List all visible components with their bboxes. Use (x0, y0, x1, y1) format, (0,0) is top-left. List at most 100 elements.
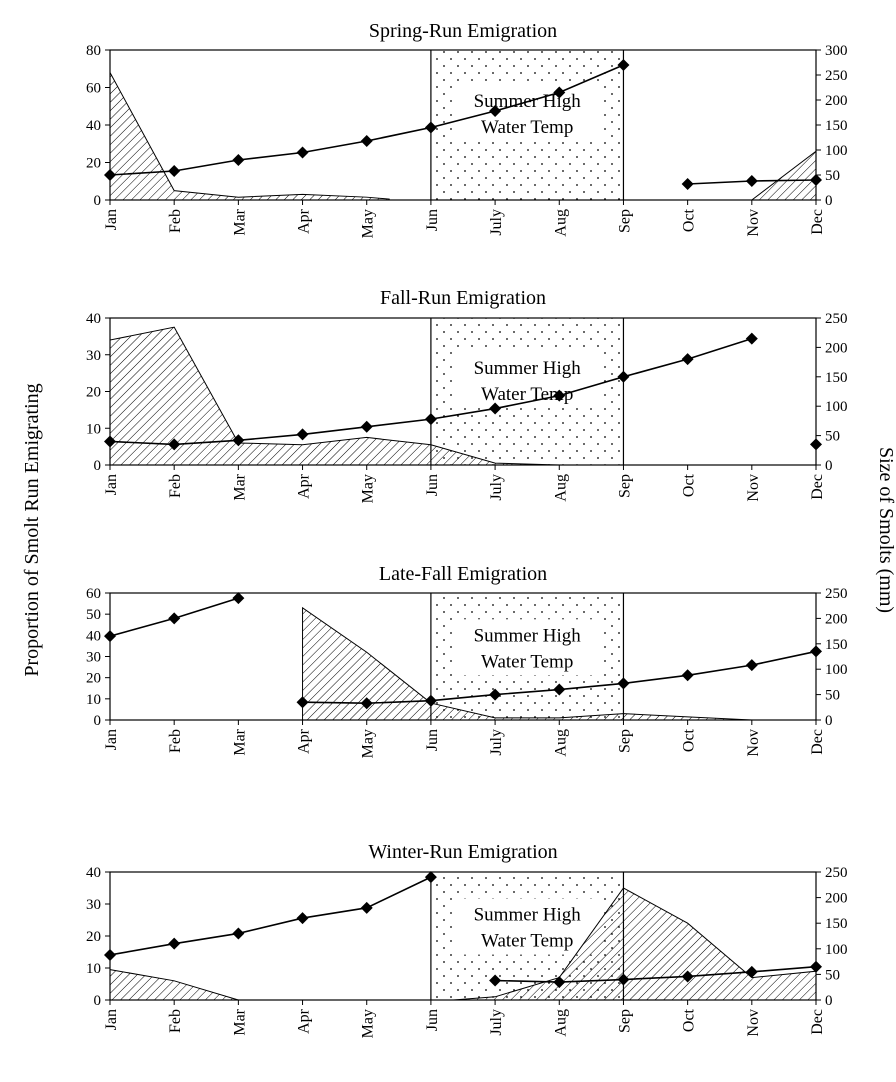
month-label: Jan (103, 1009, 120, 1030)
size-marker (681, 178, 694, 190)
size-marker (104, 169, 116, 181)
size-marker (424, 121, 437, 134)
y2-axis-title: Size of Smolts (mm) (875, 447, 896, 613)
size-marker (810, 645, 822, 658)
month-label: May (360, 209, 377, 238)
size-marker (232, 592, 245, 605)
size-marker (553, 683, 566, 696)
y-axis-title: Proportion of Smolt Run Emigrating (21, 383, 43, 676)
size-line (109, 876, 432, 956)
size-marker (232, 434, 245, 447)
size-marker (489, 688, 502, 701)
panel-title: Late-Fall Emigration (379, 563, 547, 585)
month-label: July (488, 209, 505, 236)
month-label: July (488, 729, 505, 756)
left-tick-label: 0 (94, 713, 102, 729)
chart-panels: Spring-Run Emigration Summer High Water Te… (86, 20, 848, 1038)
right-tick-label: 250 (825, 68, 848, 84)
month-label: Aug (552, 1009, 569, 1037)
month-label: Apr (296, 208, 313, 234)
month-label: Feb (167, 474, 184, 498)
right-tick-label: 50 (825, 168, 840, 184)
month-label: May (360, 1009, 377, 1038)
size-marker (360, 697, 373, 710)
size-marker (617, 59, 630, 71)
summer-annotation-line: Summer High (474, 625, 582, 646)
chart-panel-4: Winter-Run Emigration Summer High Water Te… (86, 841, 848, 1038)
size-marker (810, 438, 822, 451)
left-tick-label: 20 (86, 156, 101, 172)
summer-annotation-line: Water Temp (481, 384, 573, 405)
month-label: Sep (616, 209, 633, 233)
left-tick-label: 10 (86, 421, 101, 437)
month-label: Nov (745, 474, 762, 502)
size-marker (104, 435, 116, 448)
month-label: Jan (103, 209, 120, 230)
size-marker (617, 370, 630, 383)
right-tick-label: 0 (825, 713, 833, 729)
month-label: Oct (681, 1008, 698, 1032)
left-tick-label: 30 (86, 348, 101, 364)
proportion-area (109, 326, 560, 466)
right-tick-label: 150 (825, 916, 848, 932)
size-marker (360, 901, 373, 914)
size-marker (168, 165, 181, 177)
size-marker (745, 965, 758, 978)
right-tick-label: 150 (825, 637, 848, 653)
left-tick-label: 30 (86, 897, 101, 913)
month-label: Jun (424, 209, 441, 231)
month-label: Jan (103, 729, 120, 750)
size-marker (681, 353, 694, 366)
month-label: May (360, 729, 377, 758)
size-marker (553, 86, 566, 99)
left-tick-label: 80 (86, 43, 101, 59)
size-marker (489, 974, 502, 987)
month-label: Jan (103, 474, 120, 495)
size-marker (296, 696, 309, 709)
month-label: Feb (167, 729, 184, 753)
right-tick-label: 200 (825, 340, 848, 356)
month-label: Sep (616, 474, 633, 498)
right-tick-label: 200 (825, 891, 848, 907)
summer-annotation-line: Water Temp (481, 117, 573, 138)
size-marker (489, 105, 502, 117)
right-tick-label: 0 (825, 193, 833, 209)
month-label: Apr (296, 1008, 313, 1034)
left-tick-label: 40 (86, 118, 101, 134)
right-tick-label: 100 (825, 662, 848, 678)
month-label: Oct (681, 473, 698, 497)
month-label: Sep (616, 1009, 633, 1033)
month-label: Jun (424, 474, 441, 496)
size-marker (617, 677, 630, 690)
size-marker (232, 154, 245, 166)
size-marker (360, 135, 373, 147)
summer-annotation-line: Summer High (474, 905, 582, 926)
month-label: Mar (231, 1008, 248, 1035)
month-label: Feb (167, 1009, 184, 1033)
size-marker (296, 146, 309, 159)
proportion-area (302, 606, 752, 721)
month-label: Apr (296, 728, 313, 754)
right-tick-label: 100 (825, 143, 848, 159)
left-tick-label: 60 (86, 81, 101, 97)
month-label: Jun (424, 1009, 441, 1031)
proportion-area (109, 72, 390, 201)
size-marker (681, 970, 694, 983)
right-tick-label: 100 (825, 399, 848, 415)
size-marker (681, 669, 694, 682)
size-marker (745, 332, 758, 345)
right-tick-label: 250 (825, 865, 848, 881)
left-tick-label: 0 (94, 458, 102, 474)
month-label: Mar (231, 728, 248, 755)
right-tick-label: 250 (825, 586, 848, 602)
size-line (495, 965, 817, 983)
size-marker (296, 428, 309, 441)
size-marker (424, 694, 437, 707)
left-tick-label: 0 (94, 193, 102, 209)
month-label: Dec (809, 729, 826, 755)
month-label: Aug (552, 729, 569, 757)
chart-panel-3: Late-Fall Emigration Summer High Water Tem… (86, 563, 848, 758)
month-label: July (488, 1009, 505, 1036)
left-tick-label: 20 (86, 385, 101, 401)
